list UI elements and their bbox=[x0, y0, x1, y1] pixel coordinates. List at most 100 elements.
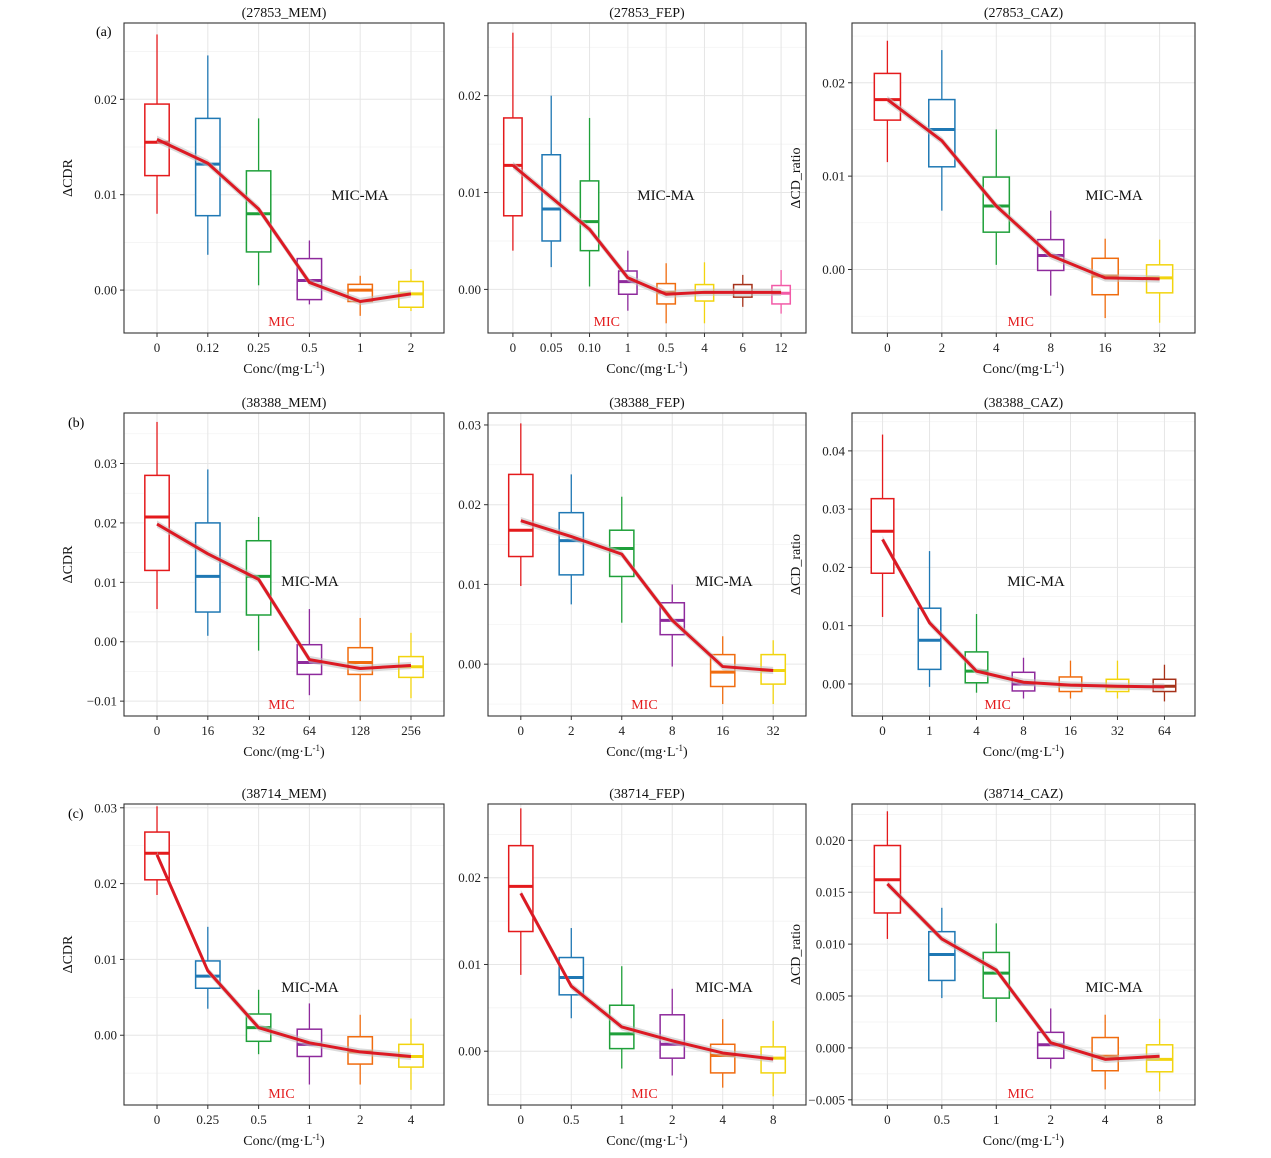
x-tick-label: 4 bbox=[408, 1112, 415, 1127]
mic-annotation: MIC bbox=[984, 698, 1010, 713]
trend-line bbox=[886, 882, 1160, 1061]
y-tick-label: 0.03 bbox=[94, 800, 117, 815]
x-tick-label: 2 bbox=[669, 1112, 676, 1127]
box-3 bbox=[982, 923, 1011, 1022]
mic-ma-annotation: MIC-MA bbox=[695, 980, 753, 996]
trend-line bbox=[520, 519, 774, 673]
x-tick-label: 0 bbox=[518, 1112, 525, 1127]
y-axis-label: ΔCDR bbox=[61, 935, 76, 973]
y-tick-label: 0.01 bbox=[822, 169, 845, 184]
x-tick-label: 0.5 bbox=[658, 340, 674, 355]
x-tick-label: 0 bbox=[884, 340, 891, 355]
row-label-c: (c) bbox=[68, 807, 84, 822]
x-tick-label: 2 bbox=[408, 340, 415, 355]
x-tick-label: 0 bbox=[879, 723, 886, 738]
y-tick-label: 0.02 bbox=[458, 497, 481, 512]
x-tick-label: 0 bbox=[154, 1112, 161, 1127]
x-tick-label: 1 bbox=[306, 1112, 313, 1127]
panel-2: 0.00 0.01 0.02 0 0.05 0.10 1 0.5 4 6 12 (27853_FEP)… bbox=[458, 6, 807, 377]
x-tick-label: 0.5 bbox=[250, 1112, 266, 1127]
box-body bbox=[982, 951, 1011, 999]
plot-background bbox=[124, 804, 444, 1105]
y-tick-label: 0.00 bbox=[822, 262, 845, 277]
y-tick-label: 0.00 bbox=[94, 1028, 117, 1043]
box-1 bbox=[873, 811, 902, 939]
panel-title: (38388_MEM) bbox=[242, 396, 327, 411]
box-1 bbox=[507, 808, 534, 975]
trend-confidence-band bbox=[157, 135, 411, 306]
y-tick-label: 0.04 bbox=[822, 443, 845, 458]
plot-border bbox=[487, 412, 807, 717]
panel-3: 0.00 0.01 0.02 0 2 4 8 16 32 (27853_CAZ) Conc/(mg·… bbox=[789, 6, 1196, 377]
x-axis-label: Conc/(mg·L-1) bbox=[606, 743, 688, 760]
plot-background bbox=[124, 23, 444, 333]
x-tick-label: 1 bbox=[619, 1112, 626, 1127]
y-tick-label: −0.005 bbox=[808, 1092, 845, 1107]
x-axis-label: Conc/(mg·L-1) bbox=[243, 1132, 325, 1149]
box-body bbox=[194, 522, 221, 613]
x-tick-label: 1 bbox=[357, 340, 364, 355]
x-tick-label: 1 bbox=[926, 723, 933, 738]
panel-title: (27853_FEP) bbox=[609, 6, 685, 21]
trend-line bbox=[155, 854, 412, 1058]
panel-6: 0.00 0.01 0.02 0.03 0.04 0 1 4 8 16 32 64 (38388_CAZ… bbox=[789, 396, 1196, 760]
x-axis-label: Conc/(mg·L-1) bbox=[983, 360, 1065, 377]
x-axis-label: Conc/(mg·L-1) bbox=[606, 1132, 688, 1149]
x-tick-label: 2 bbox=[568, 723, 575, 738]
box-body bbox=[507, 473, 534, 558]
y-tick-label: 0.005 bbox=[816, 989, 845, 1004]
x-tick-label: 8 bbox=[1047, 340, 1054, 355]
x-tick-label: 8 bbox=[770, 1112, 777, 1127]
y-tick-label: 0.03 bbox=[94, 456, 117, 471]
x-tick-label: 32 bbox=[767, 723, 780, 738]
box-2 bbox=[194, 469, 221, 636]
panel-title: (38714_MEM) bbox=[242, 787, 327, 802]
y-axis-label: ΔCD_ratio bbox=[789, 147, 804, 208]
x-tick-label: 2 bbox=[939, 340, 946, 355]
x-tick-label: 16 bbox=[201, 723, 215, 738]
box-body bbox=[194, 117, 221, 217]
x-tick-label: 4 bbox=[719, 1112, 726, 1127]
mic-ma-annotation: MIC-MA bbox=[281, 980, 339, 996]
x-tick-label: 4 bbox=[973, 723, 980, 738]
x-tick-label: 16 bbox=[716, 723, 730, 738]
box-body bbox=[873, 72, 902, 121]
row-label-b: (b) bbox=[68, 416, 85, 431]
x-tick-label: 4 bbox=[1102, 1112, 1109, 1127]
panel-title: (38388_CAZ) bbox=[984, 396, 1064, 411]
panel-7: 0.00 0.01 0.02 0.03 0 0.25 0.5 1 2 4 (38714_MEM) Co… bbox=[61, 787, 445, 1149]
box-2 bbox=[917, 551, 942, 687]
x-tick-label: 2 bbox=[357, 1112, 364, 1127]
x-tick-label: 32 bbox=[1111, 723, 1124, 738]
panel-title: (27853_MEM) bbox=[242, 6, 327, 21]
box-2 bbox=[558, 928, 585, 1019]
row-label-a: (a) bbox=[96, 25, 112, 40]
mic-annotation: MIC bbox=[594, 315, 620, 330]
box-1 bbox=[507, 423, 534, 587]
y-tick-label: 0.015 bbox=[816, 885, 845, 900]
mic-annotation: MIC bbox=[631, 1087, 657, 1102]
trend-confidence-band bbox=[157, 520, 411, 673]
x-tick-label: 8 bbox=[669, 723, 676, 738]
box-body bbox=[194, 960, 221, 989]
x-tick-label: 0.10 bbox=[578, 340, 601, 355]
y-axis-label: ΔCD_ratio bbox=[789, 534, 804, 595]
x-tick-label: 2 bbox=[1047, 1112, 1054, 1127]
x-tick-label: 0.5 bbox=[934, 1112, 950, 1127]
trend-line bbox=[881, 538, 1165, 689]
box-3 bbox=[982, 129, 1011, 265]
x-tick-label: 0 bbox=[518, 723, 525, 738]
trend-line bbox=[156, 138, 412, 304]
mic-annotation: MIC bbox=[1008, 1087, 1034, 1102]
y-tick-label: 0.01 bbox=[94, 187, 117, 202]
mic-ma-annotation: MIC-MA bbox=[637, 188, 695, 204]
y-axis-label: ΔCDR bbox=[61, 545, 76, 583]
y-tick-label: 0.00 bbox=[94, 283, 117, 298]
plot-border bbox=[123, 803, 445, 1106]
plot-border bbox=[851, 803, 1196, 1106]
box-2 bbox=[928, 50, 956, 211]
trend-line bbox=[511, 164, 782, 296]
panel-8: 0.00 0.01 0.02 0 0.5 1 2 4 8 (38714_FEP) Conc/(mg·… bbox=[458, 787, 807, 1149]
y-tick-label: 0.00 bbox=[458, 1044, 481, 1059]
